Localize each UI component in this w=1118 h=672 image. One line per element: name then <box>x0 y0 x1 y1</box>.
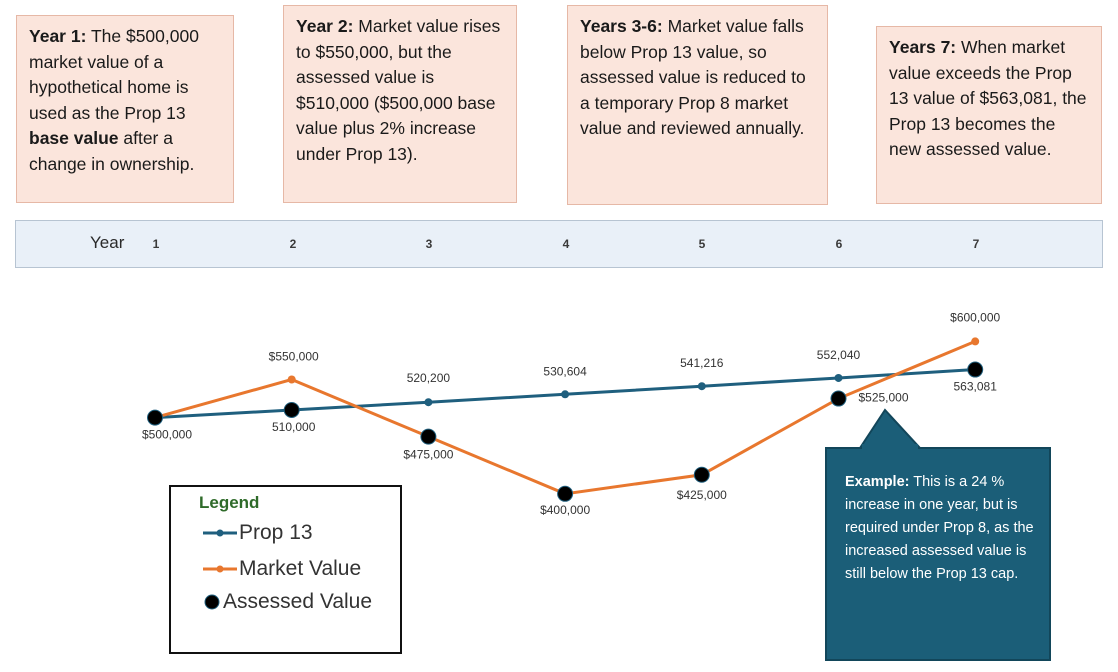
market-value-label-7: $600,000 <box>950 310 1000 324</box>
prop13-label-7: 563,081 <box>954 380 998 394</box>
note-year-1-text-end: after a change in ownership. <box>29 128 195 174</box>
assessed-value-point-1 <box>147 409 163 426</box>
legend-item-market-value: Market Value <box>203 557 361 581</box>
prop13-label-4: 530,604 <box>543 364 587 378</box>
note-year-1-text: The $500,000 market value of a hypotheti… <box>29 26 199 123</box>
note-years-3-6: Years 3-6: Market value falls below Prop… <box>567 5 828 205</box>
assessed-value-point-3 <box>420 428 437 445</box>
note-year-2-heading: Year 2: <box>296 16 354 36</box>
note-year-2: Year 2: Market value rises to $550,000, … <box>283 5 517 203</box>
year-tick-6: 6 <box>835 237 843 251</box>
year-tick-1: 1 <box>152 237 160 251</box>
year-tick-3: 3 <box>425 237 433 251</box>
legend-item-prop13: Prop 13 <box>203 521 313 545</box>
prop13-label-5: 541,216 <box>680 356 724 370</box>
year-axis-bar: Year 1 2 3 4 5 6 7 <box>15 220 1103 268</box>
market-value-label-6: $525,000 <box>858 391 908 405</box>
example-callout: Example: This is a 24 % increase in one … <box>825 447 1051 661</box>
year-tick-2: 2 <box>289 237 297 251</box>
legend-item-assessed-value: Assessed Value <box>203 590 372 614</box>
callout-heading: Example: <box>845 474 910 490</box>
market-value-label-1: $500,000 <box>142 428 192 442</box>
market-value-point-7 <box>971 337 980 346</box>
note-year-7-heading: Years 7: <box>889 37 957 57</box>
note-year-2-text: Market value rises to $550,000, but the … <box>296 16 501 164</box>
note-year-7-text: When market value exceeds the Prop 13 va… <box>889 37 1087 159</box>
market-value-label-4: $400,000 <box>540 503 590 517</box>
legend-title: Legend <box>199 493 260 512</box>
market-value-label-3: $475,000 <box>403 448 453 462</box>
market-line-marker-icon <box>203 565 237 573</box>
assessed-value-point-6 <box>830 390 847 407</box>
assessed-dot-marker-icon <box>204 594 220 610</box>
legend-label-prop13: Prop 13 <box>239 521 313 544</box>
prop13-label-2: 510,000 <box>272 420 316 434</box>
callout-text: This is a 24 % increase in one year, but… <box>845 474 1034 582</box>
assessed-value-point-7 <box>967 361 984 378</box>
year-tick-4: 4 <box>562 237 570 251</box>
prop13-point-4 <box>561 390 570 399</box>
note-year-1: Year 1: The $500,000 market value of a h… <box>16 15 234 203</box>
year-tick-5: 5 <box>698 237 706 251</box>
note-years-3-6-text: Market value falls below Prop 13 value, … <box>580 16 806 138</box>
year-tick-7: 7 <box>972 237 980 251</box>
note-year-7: Years 7: When market value exceeds the P… <box>876 26 1102 204</box>
assessed-value-point-5 <box>693 466 710 483</box>
prop13-point-6 <box>834 373 843 382</box>
year-axis-label: Year <box>90 233 125 252</box>
prop13-point-3 <box>424 398 433 407</box>
assessed-value-point-4 <box>557 485 574 502</box>
market-value-label-5: $425,000 <box>677 488 727 502</box>
legend-label-market-value: Market Value <box>239 557 362 580</box>
note-year-1-bold-term: base value <box>29 128 119 148</box>
prop13-label-3: 520,200 <box>407 371 451 385</box>
note-year-1-heading: Year 1: <box>29 26 87 46</box>
assessed-value-point-2 <box>283 401 300 418</box>
note-years-3-6-heading: Years 3-6: <box>580 16 663 36</box>
market-value-label-2: $550,000 <box>269 350 319 364</box>
chart-legend: Legend Prop 13 Market Value Assessed Val… <box>169 485 402 654</box>
prop13-label-6: 552,040 <box>817 348 861 362</box>
legend-label-assessed-value: Assessed Value <box>223 590 373 613</box>
prop13-point-5 <box>697 382 706 391</box>
prop13-line-marker-icon <box>203 529 237 537</box>
market-value-point-2 <box>287 375 296 384</box>
